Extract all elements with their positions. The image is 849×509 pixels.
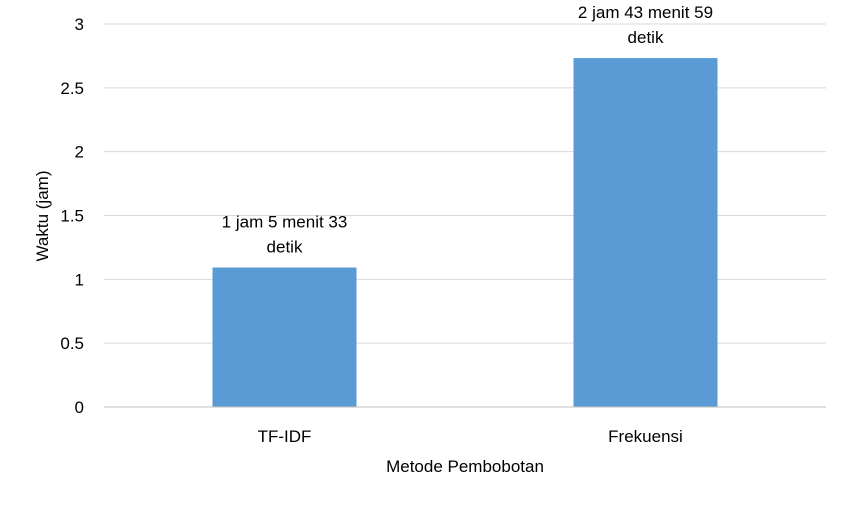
y-tick-label: 0 — [75, 398, 84, 417]
x-axis-title: Metode Pembobotan — [386, 457, 544, 476]
bar — [573, 58, 718, 408]
data-label: detik — [628, 28, 664, 47]
y-tick-label: 3 — [75, 15, 84, 34]
x-axis-ticks: TF-IDF Frekuensi — [258, 427, 683, 446]
y-tick-label: 2.5 — [60, 79, 84, 98]
y-tick-label: 1 — [75, 270, 84, 289]
y-tick-label: 0.5 — [60, 334, 84, 353]
y-tick-label: 1.5 — [60, 207, 84, 226]
x-tick-label: TF-IDF — [258, 427, 312, 446]
gridlines — [104, 23, 826, 344]
data-label: 2 jam 43 menit 59 — [578, 3, 713, 22]
x-tick-label: Frekuensi — [608, 427, 683, 446]
data-label: detik — [267, 238, 303, 257]
y-tick-label: 2 — [75, 143, 84, 162]
bar — [212, 267, 357, 407]
data-labels: 1 jam 5 menit 33 detik 2 jam 43 menit 59 de… — [222, 3, 713, 256]
y-axis-title: Waktu (jam) — [33, 171, 52, 262]
data-label: 1 jam 5 menit 33 — [222, 213, 348, 232]
bars — [212, 58, 718, 408]
y-axis-ticks: 0 0.5 1 1.5 2 2.5 3 — [60, 15, 84, 417]
